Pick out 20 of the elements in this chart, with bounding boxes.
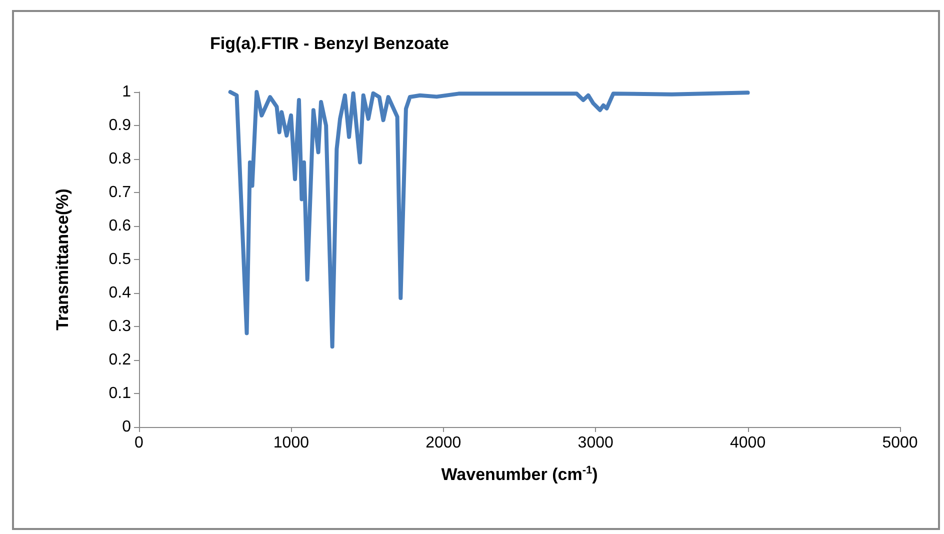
y-tick-label: 0.4 <box>108 284 132 302</box>
line-series <box>228 90 750 349</box>
x-tick-label: 2000 <box>426 434 462 452</box>
chart-title: Fig(a).FTIR - Benzyl Benzoate <box>210 34 449 53</box>
y-tick-label: 1 <box>122 84 132 100</box>
y-tick-label: 0.2 <box>108 352 132 368</box>
y-tick-label: 0.9 <box>108 117 132 134</box>
x-tick-label: 1000 <box>273 434 310 452</box>
x-tick-label: 5000 <box>882 434 918 452</box>
y-tick-label: 0 <box>122 418 132 436</box>
x-tick-label: 3000 <box>578 434 614 452</box>
y-tick-label: 0.5 <box>108 251 132 268</box>
y-tick-label: 0.3 <box>108 318 132 335</box>
y-tick-label: 0.6 <box>108 218 132 234</box>
y-tick-label: 0.8 <box>108 150 132 168</box>
y-tick-label: 0.7 <box>108 184 132 201</box>
y-tick-label: 0.1 <box>108 385 132 402</box>
x-tick-label: 4000 <box>730 434 766 452</box>
y-axis-title: Transmittance(%) <box>53 188 72 330</box>
x-tick-label: 0 <box>134 434 144 452</box>
